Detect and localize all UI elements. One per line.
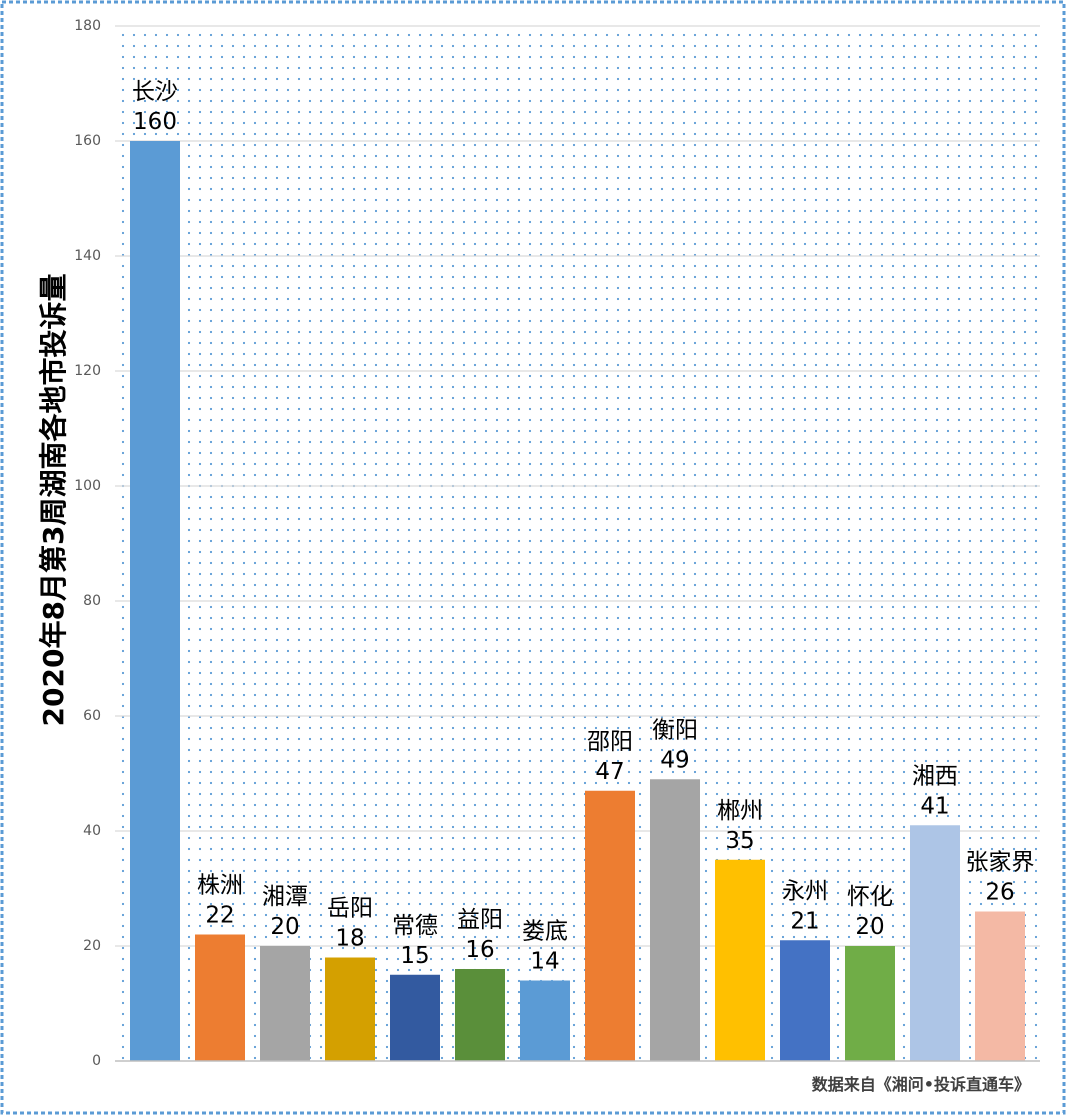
value-label: 22 [205, 903, 234, 929]
bar-8 [650, 779, 700, 1061]
category-label: 株洲 [197, 873, 243, 899]
value-label: 20 [270, 914, 299, 940]
bar-1 [195, 934, 245, 1061]
category-label: 湘西 [912, 763, 958, 789]
y-tick-label: 140 [74, 248, 101, 264]
category-label: 邵阳 [587, 729, 633, 755]
bar-13 [975, 911, 1025, 1061]
category-label: 张家界 [966, 850, 1035, 876]
y-tick-label: 60 [83, 708, 101, 724]
bar-labels: 长沙 160 株洲 22 湘潭 20 岳阳 18 常德 15 益阳 16 娄底 14 邵阳 47 衡阳 49 郴州 3… [132, 79, 1035, 975]
category-label: 衡阳 [652, 717, 698, 743]
y-tick-label: 20 [83, 938, 101, 954]
value-label: 18 [335, 926, 364, 952]
bar-6 [520, 980, 570, 1061]
value-label: 47 [595, 759, 624, 785]
value-label: 35 [725, 828, 754, 854]
category-label: 怀化 [847, 884, 893, 910]
y-tick-label: 180 [74, 18, 101, 34]
bar-7 [585, 790, 635, 1061]
category-label: 郴州 [717, 798, 763, 824]
category-label: 湘潭 [262, 884, 308, 910]
category-label: 永州 [782, 878, 828, 904]
bar-4 [390, 974, 440, 1061]
data-source-note: 数据来自《湘问•投诉直通车》 [812, 1075, 1030, 1094]
category-label: 常德 [392, 913, 438, 939]
y-tick-label: 0 [92, 1053, 101, 1069]
bar-0 [130, 141, 180, 1061]
y-tick-label: 100 [74, 478, 101, 494]
bar-10 [780, 940, 830, 1061]
plot-area [115, 26, 1040, 1061]
bar-3 [325, 957, 375, 1061]
value-label: 41 [920, 793, 949, 819]
bars [130, 141, 1025, 1061]
category-label: 岳阳 [327, 896, 373, 922]
value-label: 15 [400, 943, 429, 969]
category-label: 长沙 [132, 79, 178, 105]
value-label: 20 [855, 914, 884, 940]
value-label: 21 [790, 908, 819, 934]
y-tick-label: 40 [83, 823, 101, 839]
bar-9 [715, 859, 765, 1061]
category-label: 娄底 [522, 919, 568, 945]
value-label: 14 [530, 949, 559, 975]
y-tick-label: 120 [74, 363, 101, 379]
bar-11 [845, 946, 895, 1061]
y-tick-label: 80 [83, 593, 101, 609]
bar-5 [455, 969, 505, 1061]
category-label: 益阳 [457, 907, 503, 933]
value-label: 16 [465, 937, 494, 963]
value-label: 49 [660, 747, 689, 773]
bar-2 [260, 946, 310, 1061]
value-label: 160 [133, 109, 177, 135]
bar-12 [910, 825, 960, 1061]
y-tick-label: 160 [74, 133, 101, 149]
y-axis-ticks: 0 20 40 60 80 100 120 140 160 180 [74, 18, 101, 1069]
value-label: 26 [985, 880, 1014, 906]
y-axis-label: 2020年8月第3周湖南各地市投诉量 [37, 274, 70, 727]
